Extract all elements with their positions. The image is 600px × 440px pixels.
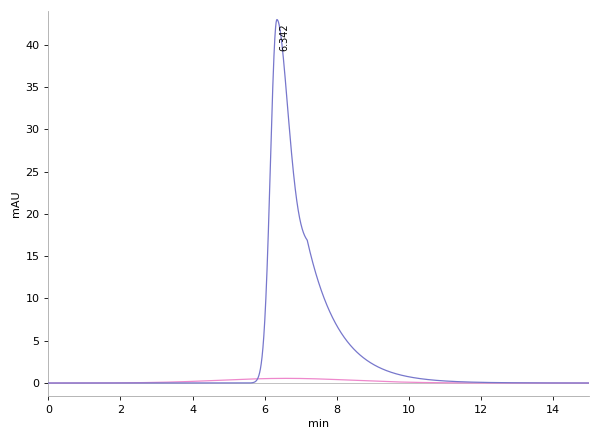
Text: 6.342: 6.342: [279, 24, 289, 51]
Y-axis label: mAU: mAU: [11, 190, 21, 217]
X-axis label: min: min: [308, 419, 329, 429]
